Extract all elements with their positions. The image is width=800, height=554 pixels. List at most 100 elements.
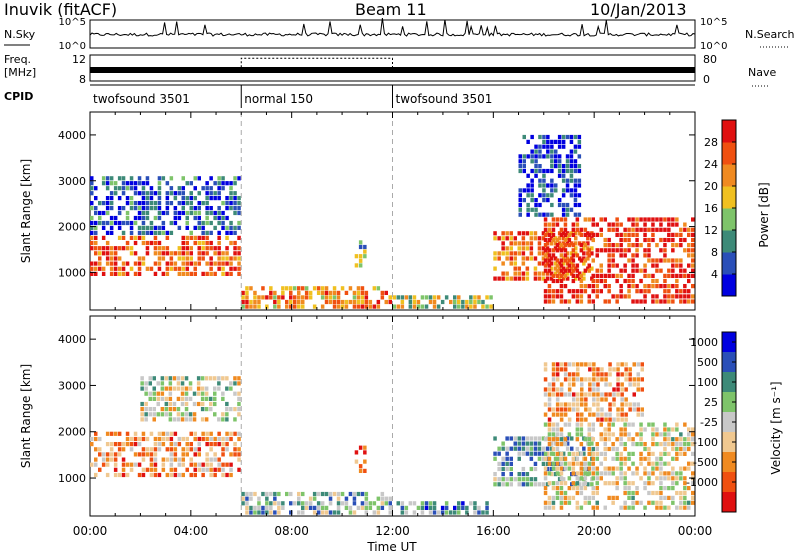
data-cell — [538, 134, 542, 140]
data-cell — [181, 186, 185, 191]
data-cell — [297, 286, 301, 291]
data-cell — [513, 446, 517, 451]
data-cell — [185, 467, 189, 472]
data-cell — [316, 286, 321, 291]
power-colorbar-swatch — [722, 230, 736, 253]
data-cell — [157, 181, 162, 186]
data-cell — [320, 510, 325, 515]
data-cell — [140, 412, 144, 417]
data-cell — [545, 461, 550, 466]
data-cell — [121, 457, 126, 462]
data-cell — [177, 436, 182, 442]
data-cell — [538, 144, 542, 149]
data-cell — [583, 481, 588, 486]
data-cell — [647, 217, 651, 222]
data-cell — [225, 431, 229, 436]
data-cell — [133, 271, 138, 276]
data-cell — [579, 427, 584, 432]
data-cell — [639, 227, 643, 232]
data-cell — [691, 243, 695, 248]
data-cell — [277, 501, 281, 506]
data-cell — [607, 227, 611, 232]
data-cell — [105, 442, 110, 447]
data-cell — [550, 139, 554, 144]
data-cell — [324, 299, 329, 305]
nave-tick-bottom: 0 — [703, 73, 710, 86]
data-cell — [363, 244, 367, 250]
data-cell — [534, 168, 538, 174]
data-cell — [631, 422, 635, 427]
data-cell — [144, 401, 148, 407]
data-cell — [505, 271, 509, 276]
data-cell — [505, 456, 509, 461]
data-cell — [635, 232, 639, 237]
data-cell — [559, 253, 564, 258]
data-cell — [578, 482, 582, 487]
data-cell — [603, 237, 607, 243]
data-cell — [647, 490, 651, 496]
data-cell — [358, 263, 363, 268]
data-cell — [575, 427, 580, 432]
data-cell — [129, 201, 134, 206]
data-cell — [679, 437, 683, 442]
data-cell — [659, 500, 663, 505]
data-cell — [579, 248, 584, 253]
data-cell — [241, 290, 245, 295]
data-cell — [308, 496, 313, 501]
data-cell — [493, 276, 497, 281]
data-cell — [509, 276, 513, 281]
data-cell — [545, 256, 550, 261]
data-cell — [619, 427, 623, 432]
xtick-label: 00:00 — [73, 524, 108, 538]
data-cell — [607, 248, 611, 253]
data-cell — [663, 461, 667, 466]
data-cell — [193, 240, 197, 246]
data-cell — [193, 266, 197, 271]
power-colorbar-swatch — [722, 252, 736, 275]
data-cell — [591, 278, 595, 284]
data-cell — [189, 191, 193, 196]
data-cell — [257, 304, 261, 309]
data-cell — [591, 289, 595, 294]
data-cell — [249, 286, 253, 291]
frequency-ytick-top: 12 — [72, 53, 86, 66]
data-cell — [221, 417, 225, 422]
data-cell — [547, 481, 552, 486]
data-cell — [90, 442, 94, 447]
data-cell — [640, 412, 644, 417]
data-cell — [505, 461, 509, 466]
data-cell — [113, 472, 118, 478]
data-cell — [591, 284, 595, 289]
data-cell — [631, 481, 635, 486]
data-cell — [559, 495, 564, 500]
data-cell — [505, 231, 509, 236]
data-cell — [172, 386, 177, 391]
data-cell — [586, 482, 590, 487]
data-cell — [635, 268, 639, 273]
data-cell — [620, 397, 624, 402]
data-cell — [518, 198, 522, 203]
data-cell — [587, 437, 591, 442]
data-cell — [117, 442, 122, 447]
data-cell — [683, 222, 687, 227]
data-cell — [608, 417, 612, 422]
data-cell — [546, 134, 550, 140]
data-cell — [121, 176, 126, 181]
data-cell — [141, 472, 146, 478]
data-cell — [691, 432, 695, 437]
velocity-colorbar-tick-label: -25 — [700, 416, 718, 429]
data-cell — [611, 294, 615, 299]
data-cell — [189, 457, 193, 462]
data-cell — [635, 237, 639, 243]
data-cell — [683, 481, 687, 486]
data-cell — [408, 501, 413, 506]
data-cell — [571, 248, 576, 253]
data-cell — [530, 188, 534, 193]
data-cell — [659, 471, 663, 476]
data-cell — [161, 271, 166, 276]
data-cell — [671, 299, 675, 304]
data-cell — [493, 482, 497, 487]
data-cell — [160, 391, 165, 396]
data-cell — [603, 432, 607, 437]
data-cell — [225, 436, 229, 442]
